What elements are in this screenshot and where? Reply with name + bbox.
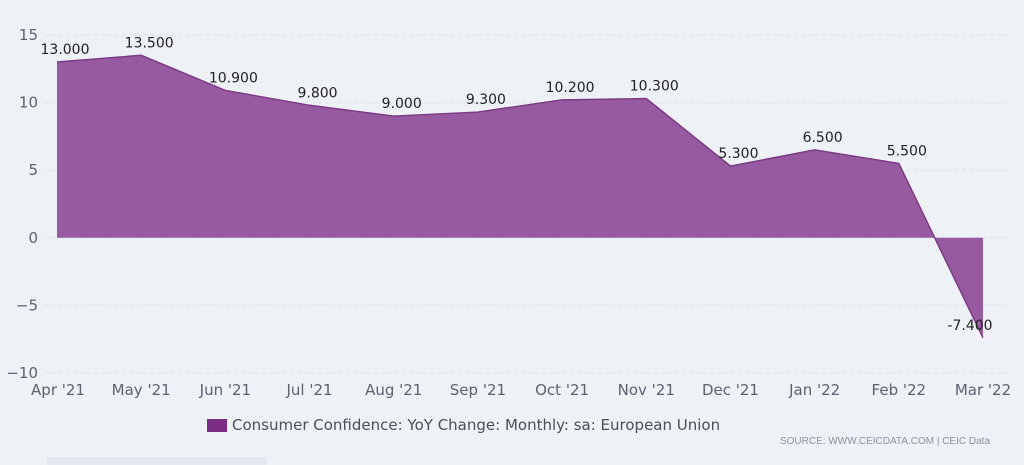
data-point [476,110,480,114]
data-label: 6.500 [803,130,843,146]
data-label: 10.900 [209,70,258,86]
data-point [644,97,648,101]
data-label: 5.500 [887,143,927,159]
legend-swatch [207,418,227,432]
data-point [392,114,396,118]
data-point [308,103,312,107]
data-label: 9.800 [297,85,337,101]
legend-label: Consumer Confidence: YoY Change: Monthly… [232,416,721,434]
data-label: 10.300 [630,79,679,95]
data-label: 10.200 [546,80,595,96]
x-tick-label: Sep '21 [450,381,506,399]
data-point [813,148,817,152]
y-tick-label: −10 [6,364,38,382]
y-tick-label: 5 [28,161,38,179]
x-tick-label: Dec '21 [702,381,759,399]
y-tick-label: 15 [19,26,38,44]
data-point [981,336,985,340]
x-tick-label: Nov '21 [618,381,675,399]
y-tick-label: 0 [28,229,38,247]
data-label: 13.000 [41,42,90,58]
data-label: 9.300 [466,92,506,108]
x-tick-label: Apr '21 [31,381,85,399]
source-credit: SOURCE: WWW.CEICDATA.COM | CEIC Data [779,436,990,447]
x-tick-label: Aug '21 [365,381,422,399]
data-point [139,53,143,57]
data-point [897,161,901,165]
data-point [728,164,732,168]
data-label: -7.400 [947,318,992,334]
data-label: 9.000 [382,96,422,112]
data-point [55,60,59,64]
data-label: 13.500 [125,35,174,51]
x-tick-label: Jun '21 [199,381,251,399]
series-line [56,54,984,339]
y-tick-label: 10 [19,94,38,112]
area-fill [57,55,983,338]
area-chart: 15 10 5 0 −5 −10 13.000 13.500 10.900 9.800 9.000 9… [6,26,1011,399]
data-point [560,98,564,102]
x-tick-label: Jul '21 [286,381,333,399]
x-tick-label: May '21 [112,381,171,399]
y-tick-label: −5 [16,296,38,314]
footer-bar [47,457,267,465]
x-tick-label: Jan '22 [788,381,840,399]
x-tick-label: Mar '22 [955,381,1011,399]
x-tick-label: Feb '22 [872,381,927,399]
legend-item[interactable]: Consumer Confidence: YoY Change: Monthly… [207,416,720,434]
x-tick-label: Oct '21 [535,381,589,399]
data-point [223,88,227,92]
data-label: 5.300 [718,146,758,162]
